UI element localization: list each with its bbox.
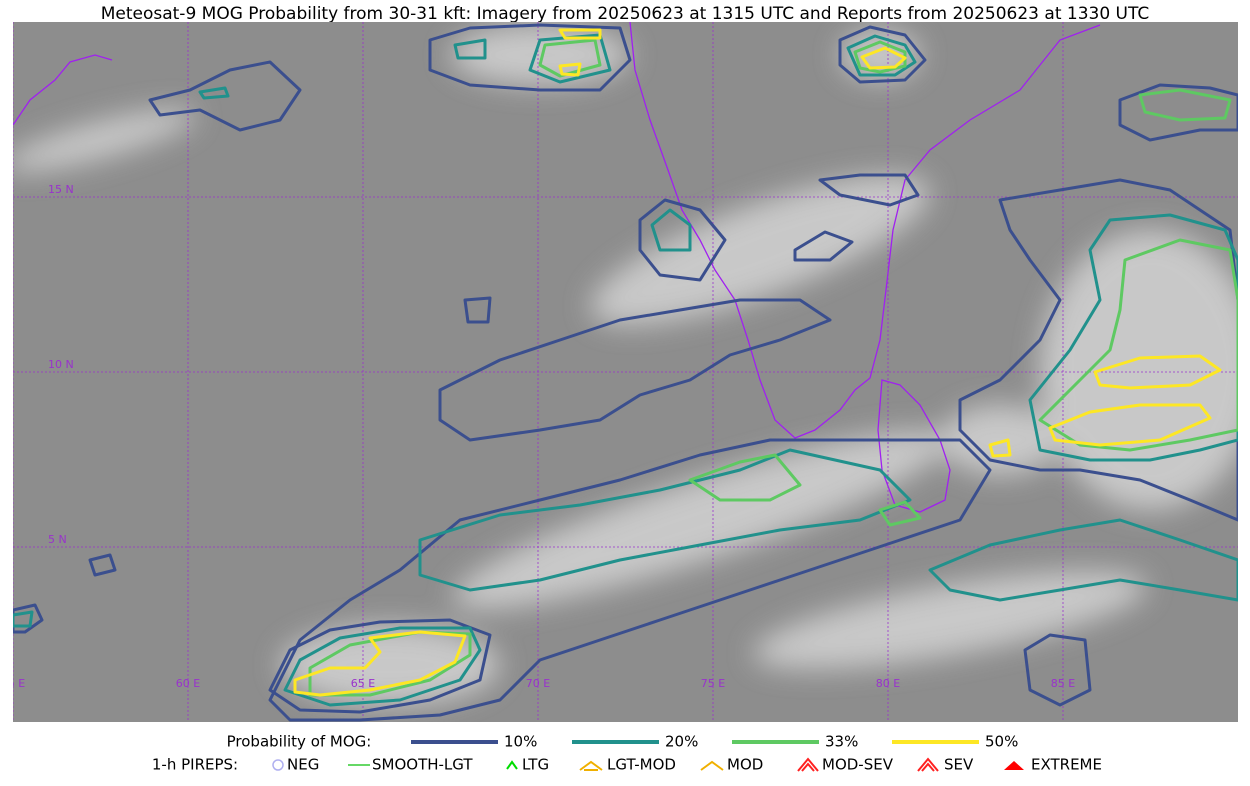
lat-label: 10 N <box>48 358 74 371</box>
lon-label: 75 E <box>701 677 725 690</box>
contour <box>198 86 230 100</box>
pirep-label: MOD-SEV <box>822 756 894 774</box>
pirep-label: NEG <box>287 756 319 774</box>
legend-label: 10% <box>504 733 537 751</box>
map: 55 E 60 E 65 E 70 E 75 E 80 E 85 E 15 N 10 N 5 N <box>1 22 1238 722</box>
contour <box>438 298 832 442</box>
contour <box>268 438 992 722</box>
lat-label: 15 N <box>48 183 74 196</box>
pirep-icon <box>917 757 939 772</box>
contour <box>1023 633 1092 707</box>
contour <box>13 553 117 634</box>
pirep-icon <box>797 757 819 772</box>
contour <box>268 618 492 714</box>
contour <box>928 518 1238 602</box>
lon-label: 80 E <box>876 677 900 690</box>
pirep-label: LGT-MOD <box>607 756 676 774</box>
graticule: 55 E 60 E 65 E 70 E 75 E 80 E 85 E 15 N 10 N 5 N <box>1 22 1238 722</box>
pirep-label: SEV <box>944 756 974 774</box>
legend: Probability of MOG: 1-h PIREPS: 10% 20% 33… <box>152 733 1102 774</box>
lat-label: 5 N <box>48 533 67 546</box>
contour <box>418 448 912 592</box>
legend-label: 50% <box>985 733 1018 751</box>
contour <box>453 33 612 84</box>
pireps-title: 1-h PIREPS: <box>152 756 238 774</box>
pirep-icon <box>700 760 724 771</box>
contour <box>958 178 1238 522</box>
lon-label: 65 E <box>351 677 375 690</box>
pirep-icon <box>272 759 284 771</box>
contour <box>1028 213 1238 462</box>
contour <box>650 208 692 252</box>
contour <box>463 173 920 324</box>
contour <box>1118 83 1238 142</box>
contour <box>293 630 467 697</box>
pirep-icon <box>1004 761 1024 770</box>
title: Meteosat-9 MOG Probability from 30-31 kf… <box>101 4 1150 24</box>
lon-label: 60 E <box>176 677 200 690</box>
contour <box>1138 88 1232 122</box>
contour <box>853 40 907 74</box>
lon-label: 55 E <box>1 677 25 690</box>
contour <box>148 60 302 132</box>
pirep-label: SMOOTH-LGT <box>372 756 473 774</box>
pirep-label: EXTREME <box>1031 756 1102 774</box>
pirep-icon <box>579 760 603 771</box>
contour <box>638 198 727 282</box>
legend-title: Probability of MOG: <box>227 733 372 751</box>
pirep-label: LTG <box>522 756 549 774</box>
contours <box>13 23 1238 722</box>
pirep-icon <box>506 760 518 770</box>
contour <box>688 453 922 527</box>
lon-label: 85 E <box>1051 677 1075 690</box>
contour <box>13 610 34 628</box>
contour <box>838 25 927 84</box>
contour <box>283 626 482 707</box>
legend-label: 33% <box>825 733 858 751</box>
lon-label: 70 E <box>526 677 550 690</box>
coastline <box>13 22 1101 513</box>
contour <box>1038 238 1238 452</box>
contour <box>846 34 917 77</box>
contour <box>558 28 602 77</box>
pirep-label: MOD <box>727 756 763 774</box>
contour <box>988 354 1222 458</box>
contour <box>428 23 632 92</box>
legend-label: 20% <box>665 733 698 751</box>
contour <box>860 46 907 70</box>
